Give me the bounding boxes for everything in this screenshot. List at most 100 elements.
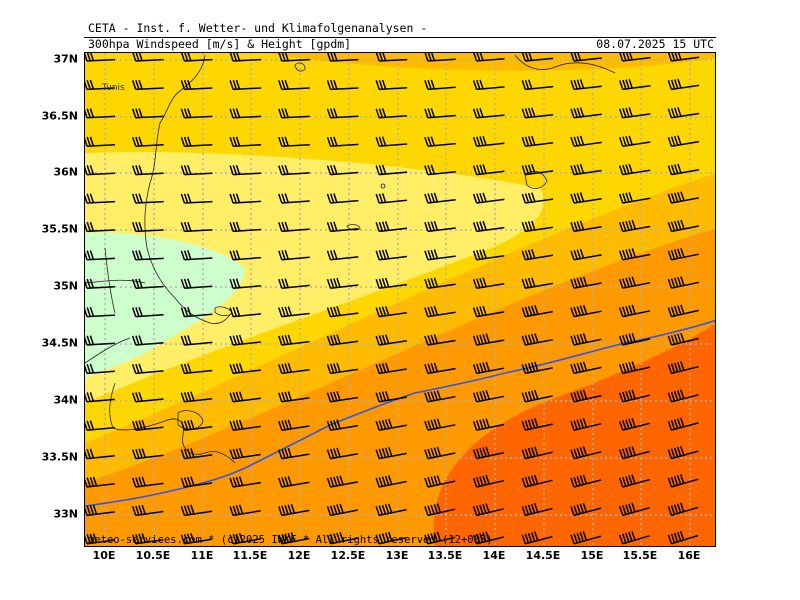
wind-barb bbox=[424, 79, 456, 91]
wind-barb bbox=[424, 277, 456, 289]
wind-barb bbox=[570, 389, 602, 403]
wind-barb bbox=[180, 504, 213, 517]
wind-barb bbox=[229, 419, 261, 431]
sicily-coast bbox=[514, 54, 616, 74]
wind-barb bbox=[424, 334, 456, 346]
x-tick-label: 15E bbox=[580, 549, 604, 562]
y-tick-label: 35N bbox=[53, 279, 78, 293]
wind-barb bbox=[326, 475, 359, 488]
wind-barb bbox=[131, 391, 164, 403]
wind-barb bbox=[131, 419, 164, 431]
wind-barb bbox=[131, 278, 164, 289]
wind-barb bbox=[667, 163, 700, 176]
wind-barb bbox=[375, 79, 408, 91]
wind-barb bbox=[375, 277, 408, 289]
wind-barb bbox=[619, 53, 651, 62]
wind-barb bbox=[85, 136, 116, 147]
wind-barb bbox=[85, 476, 115, 488]
wind-barb bbox=[278, 278, 310, 289]
wind-barb bbox=[85, 363, 115, 375]
wind-barb bbox=[85, 79, 116, 91]
wind-barb bbox=[131, 136, 164, 147]
wind-barb bbox=[131, 193, 164, 204]
wind-barb bbox=[131, 108, 164, 119]
wind-barb bbox=[667, 445, 699, 460]
wind-barb bbox=[472, 79, 505, 91]
wind-barb bbox=[618, 361, 651, 375]
wind-barb bbox=[278, 419, 310, 431]
wind-barb bbox=[278, 503, 310, 517]
wind-barb bbox=[180, 448, 213, 460]
wind-barb bbox=[667, 389, 699, 403]
wind-barb bbox=[473, 53, 505, 62]
wind-barb bbox=[472, 164, 505, 176]
coastline-main bbox=[144, 54, 231, 324]
wind-barb bbox=[131, 335, 164, 346]
wind-barb bbox=[180, 221, 213, 233]
y-tick-label: 36.5N bbox=[41, 109, 78, 123]
wind-barb bbox=[521, 164, 554, 176]
wind-barb bbox=[618, 276, 651, 289]
wind-barb bbox=[326, 164, 359, 176]
wind-barb bbox=[229, 447, 261, 460]
wind-barb bbox=[131, 221, 164, 233]
islet-3 bbox=[346, 224, 361, 231]
wind-barb bbox=[521, 53, 554, 62]
wind-barb bbox=[375, 164, 408, 176]
wind-barb bbox=[472, 446, 505, 460]
wind-barb bbox=[667, 474, 699, 488]
wind-barb bbox=[278, 334, 310, 346]
wind-barb bbox=[570, 361, 602, 375]
wind-barb bbox=[326, 249, 359, 261]
wind-barb bbox=[326, 277, 359, 289]
weather-map[interactable] bbox=[84, 52, 716, 547]
wind-barb bbox=[326, 136, 359, 147]
wind-barb bbox=[375, 306, 408, 318]
wind-barb bbox=[278, 164, 310, 176]
wind-barb bbox=[278, 447, 310, 460]
wind-barb-layer bbox=[85, 53, 700, 545]
y-tick-label: 35.5N bbox=[41, 222, 78, 236]
wind-barb bbox=[472, 418, 505, 431]
wind-barb bbox=[278, 391, 310, 403]
wind-barb bbox=[618, 502, 650, 517]
wind-barb bbox=[667, 530, 699, 545]
wind-barb bbox=[618, 332, 651, 346]
wind-barb bbox=[229, 165, 262, 176]
wind-barb bbox=[180, 53, 213, 62]
wind-barb bbox=[472, 107, 505, 119]
malta-coast bbox=[524, 170, 548, 189]
wind-barb bbox=[375, 531, 407, 545]
x-tick-label: 10E bbox=[92, 549, 116, 562]
wind-barb bbox=[180, 476, 213, 488]
wind-barb bbox=[570, 417, 602, 431]
wind-barb bbox=[85, 193, 116, 204]
wind-barb bbox=[472, 277, 505, 289]
wind-barb bbox=[667, 417, 699, 431]
wind-barb bbox=[521, 361, 553, 375]
wind-barb bbox=[570, 135, 602, 147]
wind-barb bbox=[180, 165, 213, 176]
wind-barb bbox=[131, 79, 164, 91]
wind-barb bbox=[570, 220, 602, 233]
wind-barb bbox=[618, 304, 651, 318]
wind-barb bbox=[667, 107, 700, 119]
island-djerba bbox=[177, 410, 204, 430]
wind-barb bbox=[618, 417, 650, 431]
wind-barb bbox=[570, 474, 602, 488]
wind-barb bbox=[424, 220, 456, 233]
wind-barb bbox=[85, 392, 115, 403]
y-tick-label: 37N bbox=[53, 52, 78, 66]
wind-barb bbox=[618, 248, 651, 261]
wind-barb bbox=[180, 391, 213, 403]
wind-barb bbox=[229, 504, 261, 517]
wind-barb bbox=[570, 446, 602, 460]
wind-barb bbox=[131, 250, 164, 261]
map-canvas bbox=[85, 53, 715, 546]
wind-barb bbox=[521, 474, 553, 488]
wind-barb bbox=[85, 335, 115, 346]
wind-barb bbox=[326, 447, 359, 460]
wind-barb bbox=[85, 165, 116, 176]
x-tick-label: 16E bbox=[677, 549, 701, 562]
wind-barb bbox=[667, 276, 699, 289]
